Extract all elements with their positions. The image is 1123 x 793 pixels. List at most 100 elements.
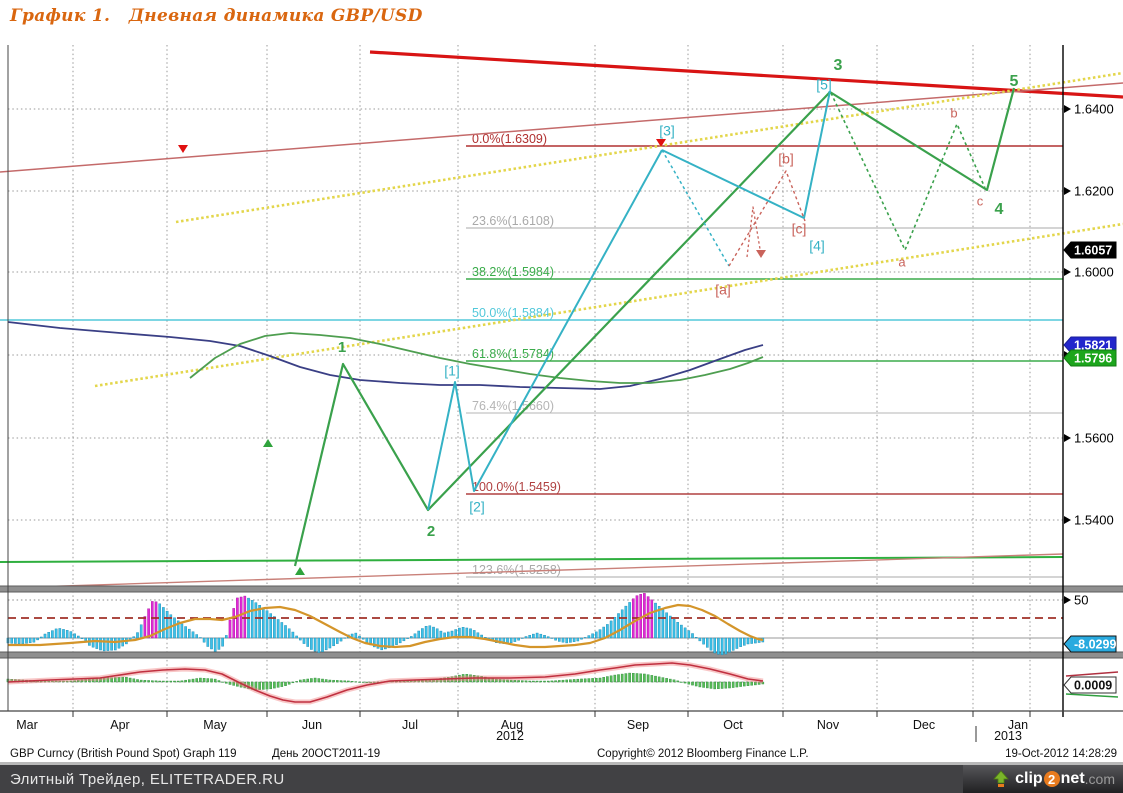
- ind2-histogram-bar: [550, 680, 554, 683]
- price-tick-arrow: [1064, 268, 1071, 276]
- ind1-histogram-bar: [517, 637, 520, 641]
- fib-label: 61.8%(1.5784): [472, 347, 554, 361]
- ind1-histogram-bar: [384, 637, 387, 650]
- ind2-histogram-bar: [572, 679, 576, 683]
- ind1-histogram-bar: [221, 637, 224, 647]
- ind2-histogram-bar: [361, 681, 365, 683]
- ind1-histogram-bar: [739, 637, 742, 647]
- ind1-histogram-bar: [620, 609, 624, 639]
- ind2-histogram-bar: [558, 680, 561, 683]
- ind2-histogram-bar: [62, 680, 65, 683]
- ind2-line-end-red: [1065, 671, 1119, 677]
- sell-arrow-marker: [756, 250, 766, 258]
- ind1-histogram-bar: [421, 628, 424, 639]
- indicator-panels: [0, 585, 1123, 705]
- ind1-histogram-bar: [439, 630, 443, 639]
- ind1-histogram-bar: [343, 637, 347, 639]
- footer-divider: [0, 762, 1123, 765]
- elliott-waves: 1 2 3 4 5 [1] [2] [3] [4] [5] [a] [b] [c] a b c: [178, 57, 1019, 575]
- wave-label: 5: [1010, 73, 1019, 90]
- ind1-histogram-bar: [735, 637, 739, 649]
- clip2net-logo[interactable]: clip 2 net .com: [963, 765, 1123, 793]
- ind2-histogram-bar: [173, 680, 176, 683]
- ind2-histogram-bar: [532, 680, 535, 683]
- ind2-histogram-bar: [284, 681, 287, 686]
- ind1-histogram-bar: [687, 630, 691, 639]
- upload-arrow-icon: [993, 770, 1009, 787]
- ind1-histogram-bar: [395, 637, 398, 645]
- month-label: May: [203, 718, 227, 732]
- ind2-histogram-bar: [517, 680, 520, 683]
- price-tag: [1063, 349, 1117, 367]
- ind2-histogram-bar: [191, 678, 195, 683]
- fib-label: 38.2%(1.5984): [472, 265, 554, 279]
- ind1-histogram-bar: [554, 637, 557, 641]
- ma-navy: [7, 321, 764, 390]
- ind2-histogram-bar: [143, 680, 147, 683]
- ind1-histogram-bar: [680, 624, 683, 639]
- ind2-histogram-bar: [654, 675, 657, 683]
- fib-label: 23.6%(1.6108): [472, 214, 554, 228]
- wave-line: [427, 149, 663, 511]
- wave-label: b: [950, 105, 957, 120]
- ind1-histogram-bar: [336, 637, 339, 644]
- panel-separator: [0, 652, 1123, 658]
- ind2-histogram-bar: [609, 675, 613, 683]
- ind2-histogram-bar: [754, 681, 757, 686]
- ind1-histogram-bar: [613, 617, 617, 639]
- ind2-histogram-bar: [147, 680, 150, 683]
- ind1-histogram-bar: [313, 637, 317, 652]
- wave-label: 3: [834, 57, 843, 74]
- wave-line: [746, 206, 762, 258]
- wave-label: [5]: [816, 77, 832, 93]
- ind1-histogram-bar: [254, 602, 258, 639]
- wave-label: [b]: [778, 151, 794, 167]
- ind1-histogram-bar: [165, 610, 169, 639]
- ind2-histogram-bar: [583, 678, 587, 683]
- ind1-histogram-bar: [635, 595, 639, 639]
- ind1-histogram-bar: [269, 613, 273, 639]
- ind2-histogram-bar: [709, 681, 713, 689]
- ind1-histogram-bar: [398, 637, 402, 644]
- price-tag: [1063, 241, 1117, 259]
- ind2-histogram-bar: [213, 678, 217, 683]
- ind2-histogram-bar: [628, 672, 631, 683]
- month-label: Dec: [913, 718, 935, 732]
- wave-label: [2]: [469, 499, 485, 515]
- ind2-histogram-bar: [535, 680, 539, 683]
- ind2-histogram-bar: [273, 681, 276, 689]
- ind1-histogram-bar: [706, 637, 709, 648]
- sell-arrow-marker: [656, 139, 666, 147]
- ind2-histogram-bar: [332, 679, 335, 683]
- ind1-histogram-bar: [606, 624, 609, 639]
- ind1-histogram-bar: [521, 637, 524, 639]
- logo-com: .com: [1084, 771, 1115, 787]
- ind2-histogram-bar: [606, 676, 609, 683]
- ind1-histogram-bar: [54, 628, 58, 639]
- ind1-histogram-bar: [10, 637, 14, 644]
- ind2-histogram-bar: [199, 677, 202, 683]
- moving-averages: [7, 321, 764, 390]
- ind1-histogram-bar: [713, 637, 716, 654]
- ind2-histogram-bar: [706, 681, 709, 689]
- ind2-histogram-bar: [757, 681, 761, 685]
- ind2-histogram-bar: [480, 676, 483, 683]
- ind1-histogram-bar: [210, 637, 213, 650]
- ind1-histogram-bar: [25, 637, 28, 644]
- axes: [0, 45, 1123, 742]
- ind1-histogram-bar: [617, 613, 620, 639]
- ind1-histogram-bar: [595, 631, 598, 639]
- ind1-histogram-bar: [720, 637, 724, 655]
- ind2-histogram-bar: [47, 680, 50, 683]
- timestamp: 19-Oct-2012 14:28:29: [1005, 748, 1117, 760]
- month-label: Sep: [627, 718, 649, 732]
- yellow-channel-lower: [94, 222, 1123, 388]
- ind1-histogram-bar: [110, 637, 113, 651]
- ind1-histogram-bar: [665, 612, 668, 639]
- ind2-histogram-bar: [702, 681, 705, 688]
- ind2-histogram-bar: [731, 681, 735, 688]
- fib-label: 76.4%(1.5660): [472, 399, 554, 413]
- indicator-tag: [1063, 635, 1117, 653]
- ind2-histogram-bar: [694, 681, 698, 687]
- price-tag-text: 1.5821: [1074, 339, 1112, 353]
